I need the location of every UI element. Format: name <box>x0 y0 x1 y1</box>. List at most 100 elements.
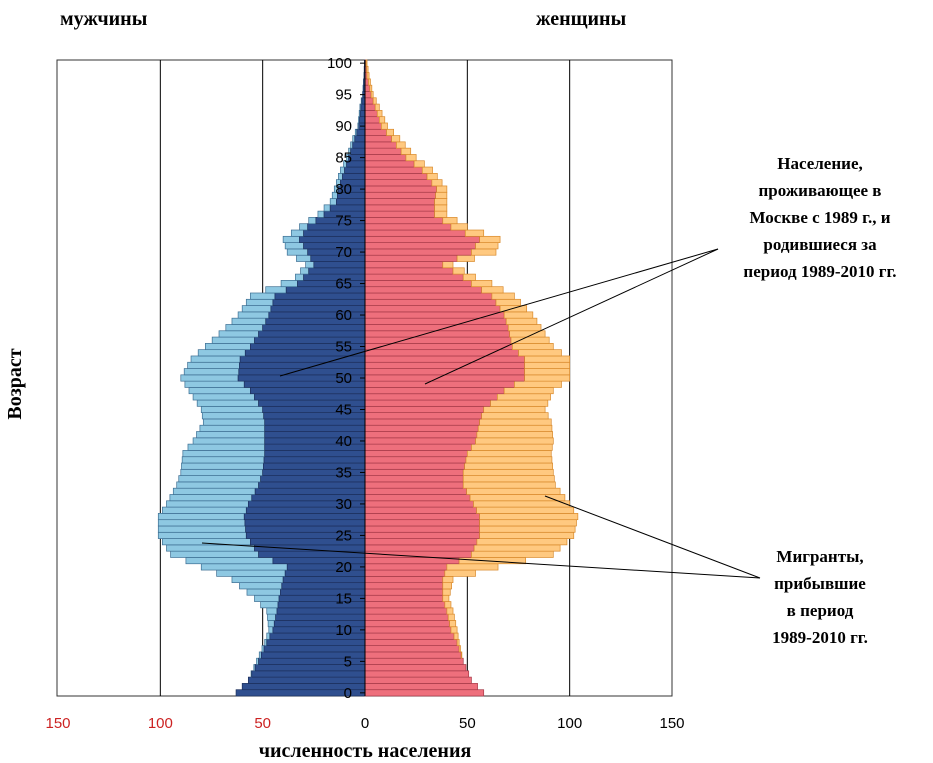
bar-women-migrants-age-77 <box>435 205 447 211</box>
bar-women-migrants-age-68 <box>443 262 453 268</box>
bar-women-migrants-age-34 <box>463 476 554 482</box>
bar-women-migrants-age-16 <box>443 589 451 595</box>
bar-men-residents-age-71 <box>304 243 365 249</box>
bar-men-migrants-age-61 <box>242 306 271 312</box>
bar-women-residents-age-69 <box>365 255 457 261</box>
bar-men-migrants-age-58 <box>226 324 263 330</box>
bar-women-residents-age-25 <box>365 532 480 538</box>
bar-women-migrants-age-18 <box>443 576 453 582</box>
bar-women-residents-age-78 <box>365 199 435 205</box>
bar-women-migrants-age-75 <box>443 217 457 223</box>
y-tick-label: 35 <box>335 464 352 481</box>
bar-women-migrants-age-36 <box>465 463 553 469</box>
bar-women-residents-age-92 <box>365 110 377 116</box>
bar-women-residents-age-19 <box>365 570 445 576</box>
bar-women-residents-age-46 <box>365 400 491 406</box>
bar-men-residents-age-3 <box>252 671 365 677</box>
y-tick-label: 55 <box>335 339 352 356</box>
bar-women-residents-age-90 <box>365 123 381 129</box>
bar-women-migrants-age-78 <box>435 199 447 205</box>
bar-men-migrants-age-41 <box>196 432 264 438</box>
x-tick-label: 150 <box>659 715 684 732</box>
bar-men-migrants-age-25 <box>158 532 246 538</box>
bar-women-migrants-age-86 <box>401 148 411 154</box>
bar-women-migrants-age-17 <box>443 583 452 589</box>
bar-women-residents-age-7 <box>365 646 459 652</box>
bar-women-residents-age-89 <box>365 129 386 135</box>
bar-women-residents-age-54 <box>365 350 519 356</box>
bar-men-migrants-age-59 <box>232 318 266 324</box>
bar-men-residents-age-72 <box>300 236 365 242</box>
bar-women-migrants-age-25 <box>480 532 574 538</box>
bar-women-migrants-age-95 <box>371 91 373 97</box>
bar-women-migrants-age-66 <box>463 274 475 280</box>
bar-women-residents-age-66 <box>365 274 463 280</box>
bar-women-residents-age-15 <box>365 595 443 601</box>
bar-men-migrants-age-16 <box>247 589 280 595</box>
bar-women-residents-age-10 <box>365 627 451 633</box>
bar-women-residents-age-77 <box>365 205 435 211</box>
bar-men-migrants-age-64 <box>266 287 286 293</box>
bar-women-residents-age-2 <box>365 677 471 683</box>
bar-women-migrants-age-40 <box>476 438 554 444</box>
bar-men-migrants-age-47 <box>193 394 254 400</box>
bar-women-migrants-age-97 <box>368 79 370 85</box>
bar-women-residents-age-94 <box>365 98 373 104</box>
bar-women-residents-age-62 <box>365 299 496 305</box>
bar-women-migrants-age-23 <box>474 545 560 551</box>
bar-men-migrants-age-46 <box>197 400 258 406</box>
bar-women-residents-age-49 <box>365 381 514 387</box>
bar-women-residents-age-56 <box>365 337 511 343</box>
bar-men-residents-age-91 <box>360 117 365 123</box>
bar-women-migrants-age-60 <box>504 312 533 318</box>
bar-women-migrants-age-71 <box>476 243 499 249</box>
annotation-residents: Население, проживающее в Москве с 1989 г… <box>700 150 933 285</box>
bar-men-migrants-age-19 <box>217 570 286 576</box>
x-tick-label: 50 <box>459 715 476 732</box>
bar-men-residents-age-88 <box>355 136 365 142</box>
bar-women-migrants-age-62 <box>496 299 521 305</box>
bar-women-migrants-age-30 <box>473 501 569 507</box>
bar-women-migrants-age-14 <box>445 602 451 608</box>
bar-women-residents-age-52 <box>365 362 525 368</box>
bar-women-residents-age-73 <box>365 230 465 236</box>
bar-men-migrants-age-45 <box>201 406 262 412</box>
bar-women-migrants-age-93 <box>375 104 379 110</box>
bar-men-migrants-age-22 <box>171 551 259 557</box>
bar-women-migrants-age-55 <box>512 343 553 349</box>
bar-men-migrants-age-49 <box>185 381 244 387</box>
bar-women-residents-age-42 <box>365 425 478 431</box>
bar-women-migrants-age-37 <box>466 457 552 463</box>
bar-women-migrants-age-88 <box>392 136 400 142</box>
y-tick-label: 100 <box>327 55 352 72</box>
y-tick-label: 5 <box>344 653 352 670</box>
bar-men-residents-age-52 <box>239 362 365 368</box>
annotation-migrants: Мигранты, прибывшие в период 1989-2010 г… <box>720 543 920 651</box>
bar-men-migrants-age-30 <box>166 501 248 507</box>
bar-women-residents-age-48 <box>365 387 504 393</box>
bar-women-residents-age-24 <box>365 539 477 545</box>
bar-women-migrants-age-85 <box>406 154 416 160</box>
bar-women-residents-age-72 <box>365 236 480 242</box>
bar-women-migrants-age-9 <box>454 633 458 639</box>
bar-women-migrants-age-8 <box>457 639 459 645</box>
x-tick-label: 100 <box>557 715 582 732</box>
bar-men-migrants-age-24 <box>162 539 250 545</box>
bar-women-migrants-age-100 <box>366 60 367 66</box>
bar-men-residents-age-67 <box>309 268 365 274</box>
bar-men-residents-age-93 <box>361 104 365 110</box>
bar-men-residents-age-65 <box>297 280 365 286</box>
bar-women-migrants-age-64 <box>482 287 503 293</box>
y-tick-label: 10 <box>335 622 352 639</box>
bar-women-migrants-age-80 <box>437 186 447 192</box>
bar-men-migrants-age-9 <box>267 633 270 639</box>
bar-women-residents-age-40 <box>365 438 476 444</box>
bar-women-migrants-age-69 <box>457 255 474 261</box>
bar-men-residents-age-63 <box>275 293 365 299</box>
bar-women-residents-age-67 <box>365 268 453 274</box>
x-tick-label: 100 <box>148 715 173 732</box>
bar-women-migrants-age-91 <box>379 117 384 123</box>
bar-men-migrants-age-62 <box>246 299 273 305</box>
bar-men-migrants-age-31 <box>170 494 252 500</box>
bar-men-migrants-age-13 <box>267 608 277 614</box>
